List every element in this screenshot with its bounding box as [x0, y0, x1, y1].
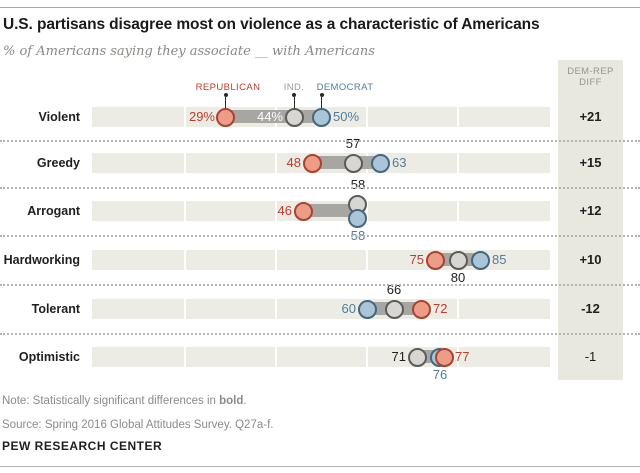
bar-gridline [184, 250, 186, 270]
dot-republican [216, 108, 235, 127]
category-label: Hardworking [3, 253, 80, 267]
row-separator [0, 333, 640, 335]
bar-gridline [366, 250, 368, 270]
bar-gridline [366, 347, 368, 367]
bottom-rule [0, 466, 640, 467]
legend-label-republican: REPUBLICAN [195, 82, 261, 93]
legend-leader-dot-republican [224, 93, 228, 97]
bar-gridline [366, 107, 368, 127]
diff-value: -12 [581, 301, 600, 316]
dot-republican [412, 300, 431, 319]
dot-democrat [371, 154, 390, 173]
note-text: Note: Statistically significant differen… [2, 395, 622, 407]
value-label-independent: 71 [391, 349, 406, 364]
category-label: Optimistic [18, 350, 80, 364]
category-label: Greedy [36, 156, 80, 170]
diff-value: +12 [579, 203, 602, 218]
dot-independent [385, 300, 404, 319]
bar-gridline [184, 347, 186, 367]
bar-gridline [366, 201, 368, 221]
dot-independent [344, 154, 363, 173]
dot-democrat [358, 300, 377, 319]
value-label-democrat: 60 [341, 301, 356, 316]
category-label: Arrogant [27, 204, 80, 218]
value-label-democrat: 76 [432, 367, 448, 382]
bar-gridline [275, 250, 277, 270]
bar-gridline [457, 347, 459, 367]
row-separator [0, 284, 640, 286]
diff-value: +10 [579, 252, 602, 267]
bar-gridline [275, 299, 277, 319]
note-suffix: . [243, 395, 247, 407]
diff-value: +15 [579, 155, 602, 170]
legend-leader-line-independent [294, 97, 295, 108]
dot-independent [449, 251, 468, 270]
dot-republican [435, 348, 454, 367]
dot-republican [426, 251, 445, 270]
note-prefix: Note: Statistically significant differen… [2, 395, 220, 407]
dot-democrat [471, 251, 490, 270]
bar-gridline [457, 153, 459, 173]
value-label-republican: 48 [286, 155, 301, 170]
bar-gridline [184, 299, 186, 319]
dot-independent [285, 108, 304, 127]
value-label-republican: 72 [433, 301, 448, 316]
dot-republican [294, 202, 313, 221]
branding: PEW RESEARCH CENTER [2, 439, 163, 453]
legend-label-independent: IND. [283, 82, 305, 93]
note-bold-word: bold [219, 395, 244, 407]
value-label-democrat: 85 [492, 252, 507, 267]
dot-republican [303, 154, 322, 173]
value-label-independent: 66 [386, 282, 402, 297]
bar-gridline [457, 201, 459, 221]
dot-democrat [348, 209, 367, 228]
bar-gridline [275, 201, 277, 221]
value-label-independent: 80 [450, 270, 466, 285]
category-label: Violent [38, 110, 80, 124]
bar-gridline [457, 299, 459, 319]
diff-column-header: DEM-REP DIFF [558, 66, 623, 88]
value-label-republican: 29% [188, 109, 215, 124]
value-label-democrat: 50% [333, 109, 360, 124]
row-separator [0, 140, 640, 142]
legend-label-democrat: DEMOCRAT [316, 82, 374, 93]
row-separator [0, 235, 640, 237]
bar-gridline [275, 347, 277, 367]
diff-header-line2: DIFF [579, 77, 602, 88]
value-label-independent: 44% [256, 109, 283, 124]
chart-subtitle: % of Americans saying they associate __ … [3, 44, 375, 59]
value-label-republican: 77 [455, 349, 470, 364]
source-text: Source: Spring 2016 Global Attitudes Sur… [2, 419, 274, 431]
value-label-republican: 46 [277, 203, 292, 218]
value-label-democrat: 63 [392, 155, 407, 170]
value-label-republican: 75 [409, 252, 424, 267]
legend-leader-line-republican [225, 97, 226, 108]
category-label: Tolerant [31, 302, 80, 316]
row-connector [303, 204, 358, 217]
top-rule [0, 7, 640, 8]
bar-gridline [275, 153, 277, 173]
diff-header-line1: DEM-REP [567, 66, 614, 77]
legend-leader-line-democrat [321, 97, 322, 108]
chart-title: U.S. partisans disagree most on violence… [3, 16, 540, 33]
diff-value: -1 [584, 349, 597, 364]
legend-leader-dot-independent [292, 93, 296, 97]
bar-gridline [184, 201, 186, 221]
diff-value: +21 [579, 109, 602, 124]
legend-leader-dot-democrat [320, 93, 324, 97]
dot-independent [408, 348, 427, 367]
bar-gridline [184, 107, 186, 127]
bar-gridline [184, 153, 186, 173]
bar-gridline [457, 107, 459, 127]
dot-democrat [312, 108, 331, 127]
row-separator [0, 187, 640, 189]
value-label-independent: 58 [350, 177, 366, 192]
diff-column-background [558, 60, 623, 380]
